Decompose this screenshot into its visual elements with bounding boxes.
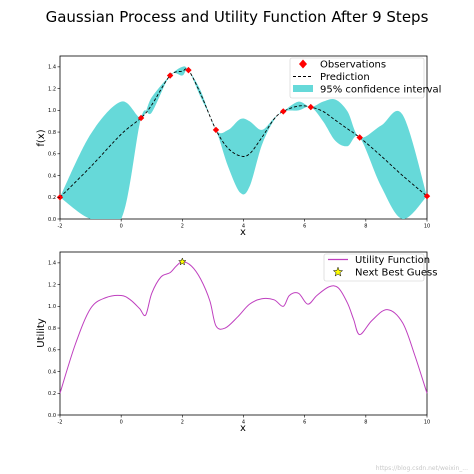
gp-observation-point — [137, 114, 145, 122]
utility-ticks: -2 0 2 4 6 8 10 0.0 0.2 0.4 0.6 0.8 1.0 1.2 1.4 — [48, 261, 430, 426]
utility-legend: Utility Function Next Best Guess — [323, 253, 437, 282]
utility-x-axis-label: x — [240, 423, 246, 434]
utility-xtick-label: 8 — [364, 420, 367, 426]
utility-ytick-label: 1.4 — [48, 261, 56, 267]
utility-ytick-label: 0.6 — [48, 348, 56, 354]
watermark-text: https://blog.csdn.net/weixin_... — [376, 465, 468, 472]
gp-ytick-label: 0.6 — [48, 152, 56, 158]
utility-xtick-label: 10 — [424, 420, 430, 426]
figure-title: Gaussian Process and Utility Function Af… — [46, 8, 429, 26]
gp-observation-point — [356, 134, 363, 141]
gp-observation-point — [212, 126, 220, 134]
gp-observation-point — [423, 192, 431, 200]
utility-panel: -2 0 2 4 6 8 10 0.0 0.2 0.4 0.6 0.8 1.0 1.2 1.4 x Util… — [36, 251, 437, 434]
gp-xtick-label: 10 — [424, 224, 430, 230]
gp-xtick-label: 0 — [120, 224, 123, 230]
next-best-guess-star — [178, 257, 187, 266]
gp-ytick-label: 1.0 — [48, 108, 56, 114]
gp-observation-point — [166, 72, 174, 79]
utility-ytick-label: 1.0 — [48, 304, 56, 310]
gp-ytick-label: 1.2 — [48, 86, 56, 92]
gp-prediction-line — [60, 68, 427, 198]
gp-ytick-label: 0.4 — [48, 173, 56, 179]
gp-ytick-label: 0.0 — [48, 217, 56, 223]
gp-xtick-label: 6 — [303, 224, 306, 230]
utility-function-line — [59, 261, 428, 394]
gp-xtick-label: 4 — [242, 224, 245, 230]
gp-legend-confidence-swatch — [293, 85, 313, 92]
utility-ytick-label: 0.8 — [48, 326, 56, 332]
gp-legend-observations-label: Observations — [320, 60, 386, 71]
utility-legend-utility-label: Utility Function — [355, 255, 430, 266]
utility-xtick-label: 4 — [242, 420, 245, 426]
utility-legend-next-best-label: Next Best Guess — [355, 268, 437, 279]
gp-observation-point — [185, 66, 192, 74]
gp-ytick-label: 0.8 — [48, 130, 56, 136]
gp-ytick-label: 1.4 — [48, 65, 56, 71]
utility-ytick-label: 0.0 — [48, 413, 56, 419]
utility-xtick-label: 6 — [303, 420, 306, 426]
gp-y-axis-label: f(x) — [36, 129, 47, 146]
utility-ytick-label: 1.2 — [48, 282, 56, 288]
utility-ytick-label: 0.4 — [48, 369, 56, 375]
utility-plot-area — [59, 257, 428, 394]
gp-plot-area — [56, 66, 431, 219]
gp-legend-box — [289, 57, 425, 99]
gp-ytick-label: 0.2 — [48, 195, 56, 201]
gp-xtick-label: 2 — [181, 224, 184, 230]
utility-legend-box — [323, 253, 425, 282]
gp-legend-prediction-label: Prediction — [320, 72, 370, 83]
gp-panel: -2 0 2 4 6 8 10 0.0 0.2 0.4 0.6 0.8 1.0 1.2 1.4 x f(x)… — [36, 55, 441, 238]
utility-legend-star-marker — [332, 266, 344, 277]
gp-ticks: -2 0 2 4 6 8 10 0.0 0.2 0.4 0.6 0.8 1.0 1.2 1.4 — [48, 65, 430, 230]
gp-x-axis-label: x — [240, 227, 246, 238]
gp-xtick-label: 8 — [364, 224, 367, 230]
gp-legend-confidence-label: 95% confidence interval — [320, 85, 441, 96]
utility-y-axis-label: Utility — [36, 318, 47, 347]
utility-ytick-label: 0.2 — [48, 391, 56, 397]
gp-observation-point — [307, 103, 314, 111]
gp-clip-group — [60, 66, 427, 219]
gp-legend: Observations Prediction 95% confidence i… — [289, 57, 441, 99]
gp-observation-point — [280, 108, 287, 115]
utility-xtick-label: 0 — [120, 420, 123, 426]
utility-xtick-label: 2 — [181, 420, 184, 426]
utility-xtick-label: -2 — [58, 420, 63, 426]
gp-xtick-label: -2 — [58, 224, 63, 230]
gp-legend-observations-marker — [299, 59, 307, 69]
